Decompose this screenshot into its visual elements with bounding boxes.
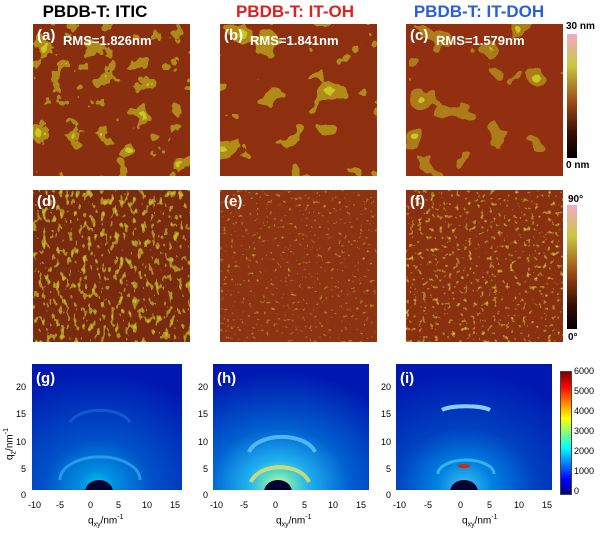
phase-colorbar-max: 90° (568, 194, 584, 205)
y-tick-5-g: 5 (21, 464, 27, 474)
x-axis-label-g: qxy/nm-1 (88, 514, 124, 529)
afm-phase-image-e (220, 190, 377, 342)
y-tick-20-g: 20 (16, 382, 27, 392)
x-tick-0-i: 0 (458, 500, 464, 510)
x-tick-5-g: 5 (116, 500, 122, 510)
afm-phase-panel-e: (e) (220, 190, 377, 342)
y-tick-20-h: 20 (198, 382, 209, 392)
giwaxs-panel-g: (g) (30, 362, 186, 496)
panel-label-d: (d) (37, 193, 57, 210)
rms-value-c: RMS=1.579nm (436, 33, 525, 48)
giwaxs-image-i (394, 364, 554, 496)
afm-phase-image-d (33, 190, 190, 342)
column-title-it-doh: PBDB-T: IT-DOH (413, 2, 545, 21)
x-tick-5-h: 5 (302, 500, 308, 510)
giwaxs-panel-i: (i) (394, 362, 554, 496)
y-tick-15-g: 15 (16, 409, 27, 419)
panel-label-a: (a) (37, 27, 56, 44)
afm-height-image-c (406, 24, 563, 176)
rms-value-b: RMS=1.841nm (250, 33, 339, 48)
giwaxs-panel-h: (h) (211, 362, 371, 496)
panel-label-b: (b) (224, 27, 244, 44)
panel-label-e: (e) (224, 193, 243, 210)
giwaxs-cbar-2000: 2000 (574, 446, 595, 456)
y-tick-0-g: 0 (21, 490, 27, 500)
giwaxs-image-h (211, 364, 371, 496)
y-tick-15-i: 15 (381, 409, 392, 419)
column-title-it-oh: PBDB-T: IT-OH (235, 2, 355, 21)
x-tick-m10-i: -10 (393, 500, 407, 510)
y-axis-label: qz/nm-1 (3, 428, 18, 460)
x-tick-15-i: 15 (542, 500, 553, 510)
y-tick-10-g: 10 (16, 437, 27, 447)
y-tick-15-h: 15 (198, 409, 209, 419)
x-tick-10-i: 10 (514, 500, 525, 510)
y-tick-20-i: 20 (381, 382, 392, 392)
y-tick-10-h: 10 (198, 437, 209, 447)
x-tick-m5-h: -5 (240, 500, 249, 510)
afm-height-panel-b: (b) RMS=1.841nm (220, 24, 377, 176)
afm-height-panel-c: (c) RMS=1.579nm (406, 24, 563, 176)
giwaxs-image-g (30, 364, 186, 496)
x-tick-m5-i: -5 (424, 500, 433, 510)
rms-value-a: RMS=1.826nm (63, 33, 152, 48)
phase-colorbar-min: 0° (568, 332, 578, 343)
giwaxs-cbar-1000: 1000 (574, 466, 595, 476)
giwaxs-cbar-0: 0 (574, 486, 580, 496)
y-tick-5-i: 5 (386, 464, 392, 474)
panel-label-i: (i) (400, 370, 415, 387)
height-colorbar-max: 30 nm (566, 21, 595, 32)
panel-label-g: (g) (36, 370, 56, 387)
panel-label-f: (f) (410, 193, 425, 210)
column-title-itic: PBDB-T: ITIC (42, 2, 148, 21)
x-tick-0-g: 0 (88, 500, 94, 510)
height-colorbar (567, 34, 577, 158)
giwaxs-cbar-5000: 5000 (574, 386, 595, 396)
giwaxs-colorbar (560, 371, 572, 495)
x-tick-10-g: 10 (142, 500, 153, 510)
giwaxs-cbar-3000: 3000 (574, 426, 595, 436)
afm-phase-panel-d: (d) (33, 190, 190, 342)
height-colorbar-min: 0 nm (566, 160, 590, 171)
afm-height-image-a (33, 24, 190, 176)
x-tick-m10-h: -10 (210, 500, 224, 510)
afm-phase-image-f (406, 190, 563, 342)
x-axis-label-i: qxy/nm-1 (462, 514, 498, 529)
phase-colorbar (567, 205, 577, 329)
afm-phase-panel-f: (f) (406, 190, 563, 342)
y-tick-10-i: 10 (381, 437, 392, 447)
x-tick-10-h: 10 (328, 500, 339, 510)
giwaxs-cbar-6000: 6000 (574, 366, 595, 376)
x-tick-5-i: 5 (487, 500, 493, 510)
x-axis-label-h: qxy/nm-1 (276, 514, 312, 529)
y-tick-5-h: 5 (203, 464, 209, 474)
x-tick-m10-g: -10 (28, 500, 42, 510)
panel-label-c: (c) (410, 27, 429, 44)
y-tick-0-i: 0 (386, 490, 392, 500)
x-tick-0-h: 0 (273, 500, 279, 510)
x-tick-15-h: 15 (356, 500, 367, 510)
afm-height-panel-a: (a) RMS=1.826nm (33, 24, 190, 176)
afm-height-image-b (220, 24, 377, 176)
y-tick-0-h: 0 (203, 490, 209, 500)
x-tick-15-g: 15 (170, 500, 181, 510)
panel-label-h: (h) (217, 370, 237, 387)
giwaxs-cbar-4000: 4000 (574, 406, 595, 416)
x-tick-m5-g: -5 (56, 500, 65, 510)
